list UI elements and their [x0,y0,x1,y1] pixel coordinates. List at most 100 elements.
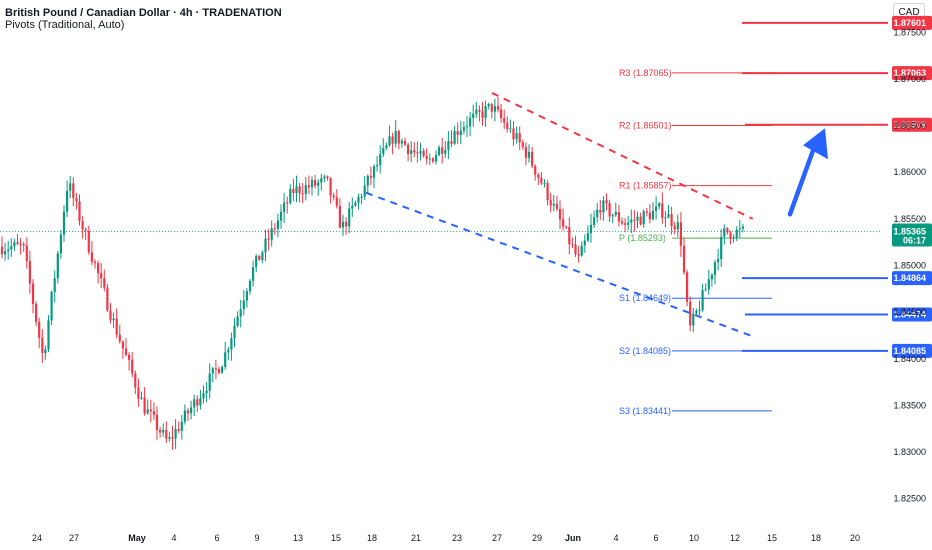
candle-body [422,151,425,157]
pivot-label: S3 (1.83441) [619,406,671,416]
candle-body [636,216,639,221]
candle-body [735,229,738,238]
price-tick-label: 1.86500 [893,121,926,131]
candle-body [478,109,481,112]
time-tick-label: 10 [689,533,699,543]
candle-body [289,188,292,204]
candle-body [171,437,174,439]
candle-body [462,127,465,131]
level-price-tag [892,307,932,322]
candle-body [143,397,146,414]
candle-body [332,195,335,198]
candle-body [580,245,583,256]
candle-body [465,126,469,128]
candle-body [168,437,171,439]
candle-body [527,151,531,158]
candle-body [131,359,134,374]
candle-body [162,429,165,433]
candle-body [481,111,484,118]
candle-body [673,225,676,230]
candle-body [174,429,177,439]
time-tick-label: 23 [452,533,462,543]
candle-body [434,154,438,162]
candle-body [593,217,596,225]
candle-body [47,320,50,350]
candle-body [128,354,131,360]
candle-body [515,133,518,140]
price-axis[interactable]: 1.87500 1.87000 1.86500 1.86000 1.85500 1.850… [893,27,926,503]
time-tick-label: 4 [171,533,176,543]
candle-body [103,278,106,288]
pivot-lines: R3 (1.87065) R2 (1.86501) R1 (1.85857) P (1… [619,68,772,416]
candle-body [506,122,509,130]
price-tick-label: 1.85500 [893,214,926,224]
candle-body [729,232,732,239]
candle-body [155,414,159,431]
candle-body [335,197,338,206]
candle-body [341,221,345,228]
candle-body [630,219,633,223]
time-tick-label: Jun [565,533,581,543]
candle-body [500,109,503,119]
candle-body [428,158,431,160]
candle-body [87,230,90,253]
candle-body [35,303,38,322]
candle-body [273,228,276,230]
candle-body [726,228,729,233]
time-tick-label: 6 [653,533,658,543]
candle-body [376,165,379,167]
candle-body [558,208,562,220]
indicator-legend[interactable]: Pivots (Traditional, Auto) [5,19,125,31]
candle-body [679,222,682,246]
candle-body [354,202,357,206]
price-tick-label: 1.85000 [893,261,926,271]
candle-body [394,130,397,144]
candle-body [645,211,648,213]
candle-body [245,291,248,301]
candle-body [682,245,686,273]
candle-body [496,106,500,110]
candle-body [183,410,186,422]
candle-body [419,151,422,154]
candle-body [7,249,10,252]
resistance-trendline[interactable] [491,92,754,220]
candle-body [438,147,441,155]
candle-body [124,348,128,355]
candle-body [81,221,84,230]
level-price-tag [892,66,932,81]
level-price-label: 1.86509 [893,120,926,130]
level-price-tag [892,15,932,30]
price-tick-label: 1.87000 [893,74,926,84]
candle-body [568,227,571,245]
candle-body [66,190,69,212]
time-tick-label: 21 [411,533,421,543]
pivot-label: R2 (1.86501) [619,120,672,130]
level-price-label: 1.84085 [893,346,926,356]
candle-body [565,226,568,228]
candle-body [698,310,701,312]
candle-body [549,199,552,206]
pivot-label: S1 (1.84649) [619,293,671,303]
candle-body [205,390,208,394]
candle-body [431,158,434,162]
candle-body [695,310,698,314]
candle-body [320,178,323,183]
candle-body [233,325,236,339]
candle-body [611,215,614,217]
candle-body [490,104,493,112]
candle-body [286,202,289,204]
candle-body [177,429,180,431]
candle-body [310,179,314,188]
candle-body [469,117,472,127]
time-tick-label: 13 [293,533,303,543]
candle-body [28,261,31,284]
candle-body [298,186,301,194]
time-axis[interactable]: 24 27 May 4 6 9 13 15 18 21 23 27 29 Jun 4 6 10 12 15 18 20 [32,533,860,543]
candle-body [410,150,413,154]
arrow-shaft [787,140,819,217]
support-trendline[interactable] [365,191,754,338]
candle-body [546,182,549,200]
candle-body [292,188,295,194]
candle-body [664,217,667,219]
